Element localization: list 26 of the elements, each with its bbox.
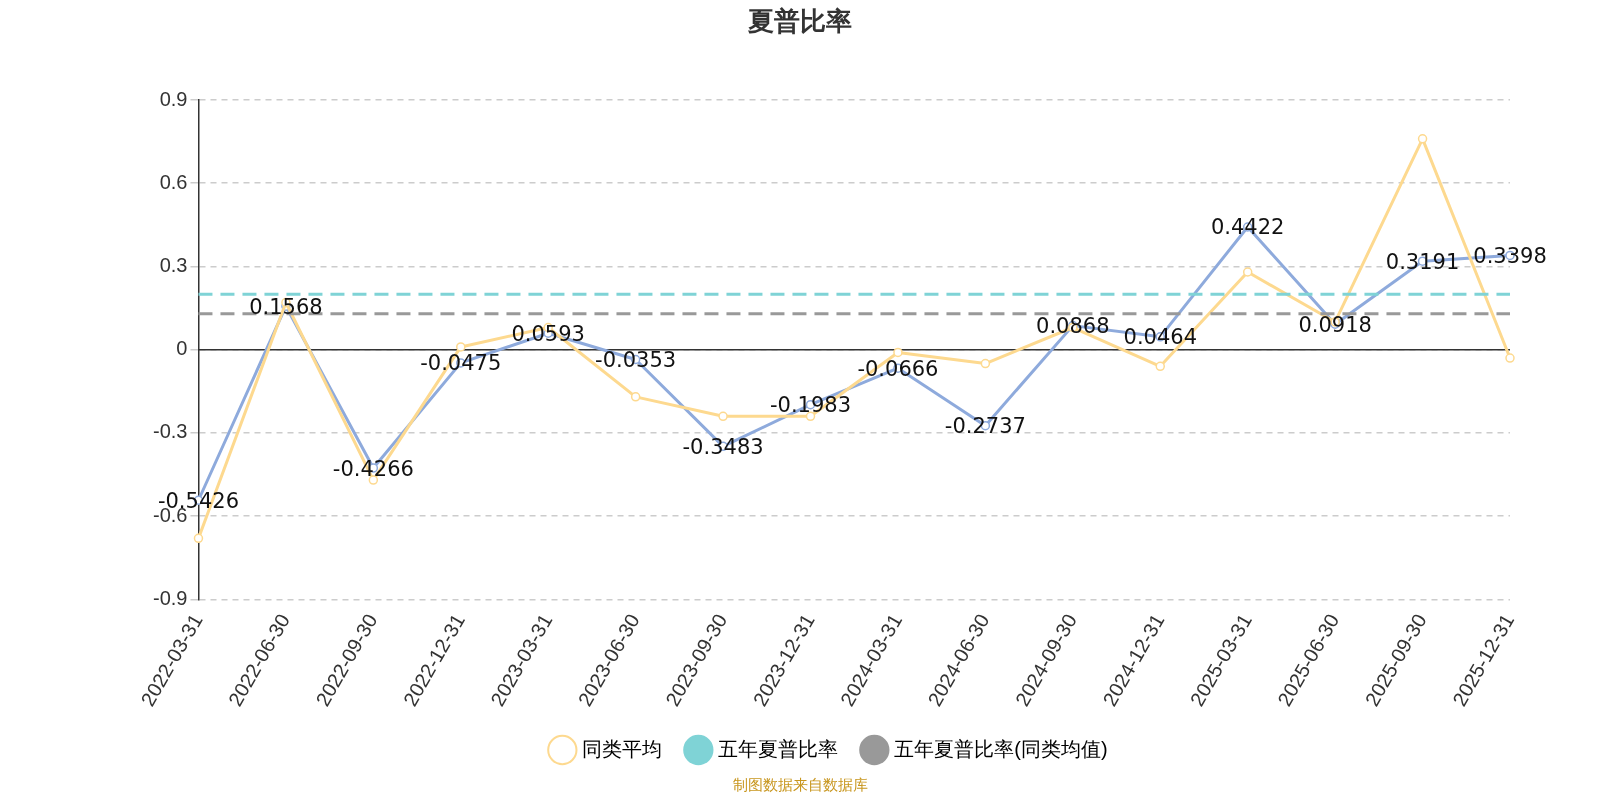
data-label: 0.0464	[1123, 325, 1197, 350]
legend-label: 五年夏普比率(同类均值)	[894, 737, 1108, 760]
y-tick-label: -0.3	[152, 420, 188, 443]
data-label: 0.0918	[1298, 312, 1372, 337]
legend-label: 五年夏普比率	[718, 737, 839, 760]
text: 制图数据来自数据库	[731, 776, 869, 795]
data-label: -0.2737	[944, 414, 1026, 439]
data-label: 0.1568	[249, 294, 323, 319]
legend-label: 同类平均	[582, 737, 663, 760]
y-tick-label: -0.9	[152, 586, 188, 609]
data-label: 0.4422	[1210, 215, 1285, 240]
data-label: -0.1983	[769, 393, 852, 418]
y-tick-label: 0	[176, 337, 188, 360]
data-label: -0.3483	[682, 434, 764, 459]
y-tick-label: 0.3	[159, 253, 188, 276]
data-label: 0.0593	[511, 321, 585, 346]
y-tick-label: 0.9	[159, 87, 188, 110]
chart-title: 夏普比率	[747, 5, 853, 38]
data-label: -0.0475	[420, 351, 502, 376]
data-label: 0.3191	[1385, 249, 1460, 274]
y-tick-label: 0.6	[159, 170, 188, 193]
data-label: -0.0353	[595, 347, 677, 372]
data-label: 0.0868	[1036, 314, 1110, 339]
data-label: -0.0666	[857, 356, 939, 381]
data-label: -0.4266	[332, 456, 414, 481]
data-label: 0.3398	[1473, 243, 1547, 268]
